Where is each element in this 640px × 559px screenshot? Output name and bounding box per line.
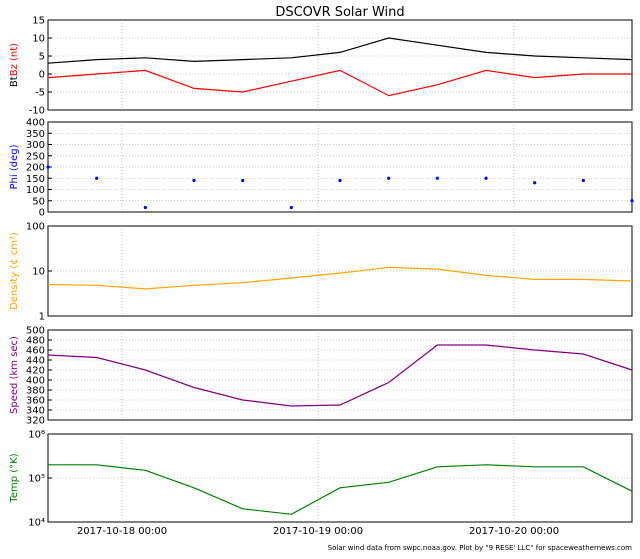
panel-3-ytick-label-2: 360 bbox=[26, 396, 45, 407]
panel-1-ytick-label-0: 0 bbox=[39, 208, 45, 219]
panel-1-point-7 bbox=[387, 176, 391, 180]
panel-0-ylabel-bz: Bz (nt) bbox=[9, 43, 20, 76]
panel-4-ytick-label-2: 10⁶ bbox=[28, 430, 45, 441]
panel-0-ytick-label-2: 0 bbox=[39, 70, 45, 81]
panel-0-ylabel: BtBz (nt) bbox=[9, 43, 20, 87]
panel-frame-0 bbox=[47, 19, 633, 111]
panel-1-ylabel: Phi (deg) bbox=[9, 144, 20, 189]
panel-3-ytick-label-5: 420 bbox=[26, 366, 45, 377]
panel-1-point-5 bbox=[289, 205, 293, 210]
panel-3-ytick-label-0: 320 bbox=[26, 416, 45, 427]
panel-1-ytick-label-2: 100 bbox=[26, 185, 45, 196]
panel-1-ytick-label-5: 250 bbox=[26, 151, 45, 162]
panel-1-point-4 bbox=[241, 178, 245, 183]
panel-1-ytick-label-3: 150 bbox=[26, 174, 45, 185]
panel-1-ytick-label-1: 50 bbox=[32, 196, 45, 207]
panel-0-series-bt bbox=[47, 37, 633, 64]
panel-1-ytick-label-4: 200 bbox=[26, 163, 45, 174]
footer-credit: Solar wind data from swpc.noaa.gov. Plot… bbox=[328, 544, 633, 552]
panel-0-ytick-label-0: -10 bbox=[29, 106, 45, 117]
panel-2-ytick-label-0: 1 bbox=[39, 312, 45, 323]
panel-2-ytick-label-1: 10 bbox=[32, 267, 45, 278]
x-tick-label-2: 2017-10-20 00:00 bbox=[469, 526, 559, 537]
panel-0-ylabel-bt: Bt bbox=[9, 76, 20, 87]
panel-2-ytick-label-2: 100 bbox=[26, 222, 45, 233]
panel-frame-3 bbox=[47, 329, 633, 421]
panel-1-point-11 bbox=[581, 178, 585, 183]
panel-3-ytick-label-7: 460 bbox=[26, 346, 45, 357]
panel-2-ylabel: Density (¢ cm³) bbox=[9, 232, 20, 310]
x-tick-label-0: 2017-10-18 00:00 bbox=[77, 526, 167, 537]
panel-1-point-6 bbox=[338, 178, 342, 183]
panel-1-ytick-label-7: 350 bbox=[26, 129, 45, 140]
chart-title: DSCOVR Solar Wind bbox=[275, 5, 404, 20]
panel-1-ytick-label-8: 400 bbox=[26, 118, 45, 129]
panel-0-series-bz bbox=[47, 69, 632, 97]
panel-0-ytick-label-1: -5 bbox=[35, 88, 45, 99]
panel-2-series-density bbox=[47, 266, 633, 290]
x-tick-label-1: 2017-10-19 00:00 bbox=[273, 526, 363, 537]
panel-1-ytick-label-6: 300 bbox=[26, 140, 45, 151]
panel-3-series-speed bbox=[47, 344, 633, 407]
panel-1-point-9 bbox=[484, 176, 488, 180]
panel-0-ytick-label-3: 5 bbox=[39, 52, 45, 63]
panel-3-ytick-label-3: 380 bbox=[26, 386, 45, 397]
panel-0-ytick-label-4: 10 bbox=[32, 34, 45, 45]
panel-4-ylabel: Temp (°K) bbox=[9, 453, 20, 503]
panel-3-ytick-label-9: 500 bbox=[26, 326, 45, 337]
panel-1-point-3 bbox=[192, 178, 196, 183]
panel-4-series-temp bbox=[48, 464, 633, 515]
panel-0-ytick-label-5: 15 bbox=[32, 16, 45, 27]
panel-1-point-0 bbox=[46, 165, 50, 169]
panel-3-ylabel: Speed (km sec) bbox=[9, 336, 20, 414]
panel-3-ytick-label-4: 400 bbox=[26, 376, 45, 387]
panel-1-point-1 bbox=[95, 176, 99, 180]
panel-1-point-2 bbox=[143, 205, 147, 210]
panel-4-ytick-label-0: 10⁴ bbox=[28, 518, 45, 529]
panel-1-point-10 bbox=[533, 181, 537, 185]
panel-1-point-8 bbox=[435, 176, 439, 180]
panel-4-ytick-label-1: 10⁵ bbox=[28, 474, 45, 485]
panel-1-point-12 bbox=[630, 199, 634, 203]
panel-3-ytick-label-8: 480 bbox=[26, 336, 45, 347]
panel-3-ytick-label-6: 440 bbox=[26, 356, 45, 367]
panel-3-ytick-label-1: 340 bbox=[26, 406, 45, 417]
